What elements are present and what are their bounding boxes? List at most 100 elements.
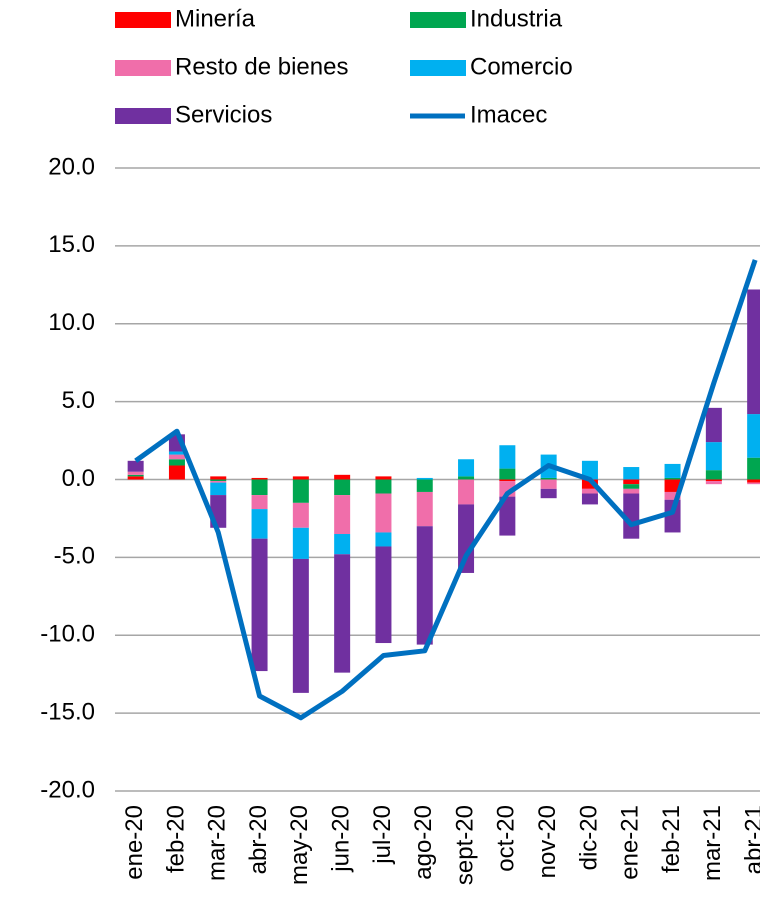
bar-segment [251, 538, 268, 672]
bar-segment [127, 474, 144, 477]
bar-segment [623, 479, 640, 485]
bar-segment [705, 407, 722, 443]
line-series [134, 259, 758, 721]
bar-segment [251, 495, 268, 510]
x-tick-label: may-20 [286, 805, 313, 885]
bar-segment [334, 495, 351, 535]
x-tick-label: abr-20 [245, 805, 272, 874]
bar-segment [747, 414, 760, 458]
bar-segment [458, 504, 475, 573]
bar-segment [623, 484, 640, 489]
plot-area [115, 167, 760, 792]
bar-segment [334, 474, 351, 480]
bar-segment [664, 491, 681, 500]
legend-swatch [115, 108, 171, 124]
bar-segment [747, 457, 760, 480]
bar-segment [705, 470, 722, 480]
x-tick-label: feb-21 [658, 805, 685, 873]
legend-label: Minería [175, 5, 256, 32]
bar-segment [168, 451, 185, 455]
bar-segment [458, 476, 475, 480]
bar-segment [292, 527, 309, 559]
bar-segment [416, 479, 433, 492]
bar-segment [540, 479, 557, 489]
y-tick-label: 15.0 [48, 231, 95, 258]
bar-segment [499, 445, 516, 469]
bar-segment [375, 532, 392, 547]
bar-segment [251, 477, 268, 480]
bar-segment [499, 468, 516, 480]
y-tick-label: 20.0 [48, 153, 95, 180]
bar-segment [623, 488, 640, 494]
x-tick-label: abr-21 [740, 805, 760, 874]
bar-segment [375, 493, 392, 533]
bar-segment [334, 554, 351, 673]
bar-segment [416, 477, 433, 480]
x-tick-label: jun-20 [327, 805, 354, 873]
x-tick-label: sept-20 [451, 805, 478, 885]
bar-segment [747, 482, 760, 485]
legend-swatch [410, 12, 466, 28]
y-tick-label: 5.0 [62, 387, 95, 414]
bar-segment [251, 479, 268, 496]
x-tick-label: mar-21 [699, 805, 726, 881]
x-tick-label: nov-20 [534, 805, 561, 878]
bar-segment [747, 289, 760, 415]
x-tick-label: jul-20 [369, 805, 396, 865]
bar-segment [623, 493, 640, 539]
bar-segment [581, 479, 598, 489]
bar-segment [292, 476, 309, 480]
bar-segment [127, 476, 144, 480]
bar-segment [458, 459, 475, 477]
legend-label: Comercio [470, 53, 573, 80]
bar-segment [292, 502, 309, 528]
bar-segment [664, 477, 681, 480]
bar-segment [168, 465, 185, 480]
legend-swatch [410, 60, 466, 76]
y-tick-label: -5.0 [54, 543, 95, 570]
bar-segment [416, 526, 433, 645]
legend-label: Servicios [175, 101, 272, 128]
bar-segment [581, 493, 598, 505]
bar-segment [210, 479, 227, 482]
x-tick-label: mar-20 [204, 805, 231, 881]
bar-segment [664, 479, 681, 492]
bar-segment [334, 534, 351, 555]
x-tick-label: ene-20 [121, 805, 148, 880]
legend-label: Industria [470, 5, 563, 32]
x-tick-label: dic-20 [575, 805, 602, 870]
y-tick-label: -20.0 [40, 776, 95, 803]
x-tick-label: feb-20 [162, 805, 189, 873]
bar-segment [705, 481, 722, 485]
x-tick-label: oct-20 [493, 805, 520, 872]
y-tick-label: -15.0 [40, 698, 95, 725]
legend-label: Imacec [470, 101, 547, 128]
bar-segment [499, 479, 516, 482]
bar-segment [705, 442, 722, 471]
bar-segment [581, 460, 598, 480]
bar-segment [416, 491, 433, 527]
bar-segment [499, 496, 516, 536]
legend-label: Resto de bienes [175, 53, 348, 80]
bar-segment [168, 459, 185, 466]
bar-segment [168, 454, 185, 460]
bar-segment [127, 471, 144, 475]
bar-segment [210, 476, 227, 480]
x-tick-label: ene-21 [617, 805, 644, 880]
bar-segment [540, 488, 557, 499]
bar-segment [458, 479, 475, 505]
bar-segment [127, 460, 144, 472]
bar-segment [292, 479, 309, 503]
bar-segment [210, 481, 227, 483]
bar-segment [664, 463, 681, 478]
legend-swatch [115, 60, 171, 76]
bar-segment [375, 479, 392, 494]
bar-segment [705, 479, 722, 482]
legend-swatch [115, 12, 171, 28]
bar-segment [664, 499, 681, 533]
bar-segment [375, 546, 392, 644]
bar-segment [747, 479, 760, 483]
bar-segment [251, 509, 268, 539]
bar-segment [540, 477, 557, 480]
bar-segment [292, 558, 309, 693]
